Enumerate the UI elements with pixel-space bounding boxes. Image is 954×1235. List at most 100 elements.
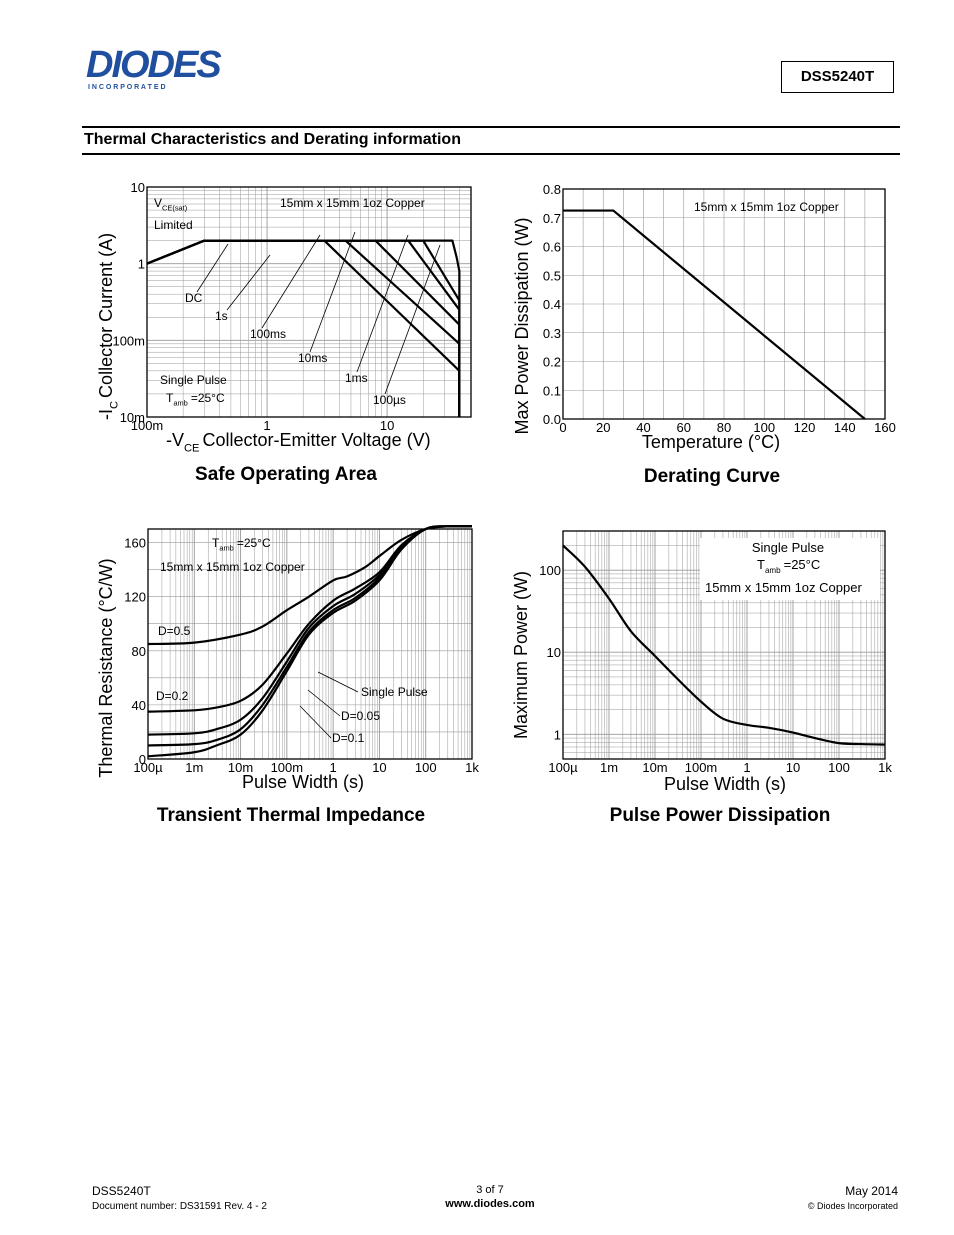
pulse-x-tick: 100 — [828, 760, 850, 775]
transient-x-tick: 1m — [185, 760, 203, 775]
soa-copper-label: 15mm x 15mm 1oz Copper — [280, 196, 425, 210]
derating-grid — [562, 188, 886, 420]
soa-series-label: 100ms — [250, 327, 286, 341]
soa-y-tick: 10 — [131, 180, 145, 195]
transient-chart: 100µ 1m 10m 100m 1 10 100 1k 0 40 80 120 160 Transien… — [96, 524, 479, 826]
pulse-x-tick: 100m — [685, 760, 718, 775]
derating-x-tick: 160 — [874, 420, 896, 435]
footer-left: DSS5240T Document number: DS31591 Rev. 4… — [92, 1184, 267, 1214]
section-rule-top — [82, 126, 900, 128]
derating-frame — [562, 188, 886, 420]
soa-leader — [226, 254, 271, 311]
transient-y-label: Thermal Resistance (°C/W) — [96, 558, 116, 777]
soa-series-label: 1s — [215, 309, 228, 323]
pulse-y-tick: 1 — [554, 727, 561, 742]
soa-vce-label: VCE(sat) — [154, 196, 188, 213]
derating-y-label: Max Power Dissipation (W) — [512, 217, 532, 434]
soa-frame — [146, 186, 472, 418]
pulse-series-0 — [562, 544, 886, 746]
pulse-y-tick: 10 — [547, 645, 561, 660]
soa-series-label: 10ms — [298, 351, 327, 365]
soa-x-label: -VCE Collector-Emitter Voltage (V) — [166, 430, 431, 454]
footer-right: May 2014 © Diodes Incorporated — [760, 1184, 898, 1214]
soa-y-tick: 1 — [138, 257, 145, 272]
transient-series-4 — [147, 524, 473, 758]
soa-series-label: DC — [185, 291, 203, 305]
pulse-x-tick: 100µ — [548, 760, 578, 775]
transient-leader — [299, 705, 332, 739]
transient-leader — [317, 671, 359, 693]
pulse-x-tick: 10m — [642, 760, 667, 775]
derating-title: Derating Curve — [644, 466, 780, 487]
soa-x-tick: 10 — [380, 418, 394, 433]
transient-d02-label: D=0.2 — [156, 689, 189, 703]
part-number-box: DSS5240T — [781, 61, 894, 93]
pulse-y-label: Maximum Power (W) — [511, 571, 531, 739]
derating-x-tick: 20 — [596, 420, 610, 435]
transient-d005-label: D=0.05 — [341, 709, 380, 723]
transient-x-tick: 10 — [372, 760, 386, 775]
transient-x-tick: 100µ — [133, 760, 163, 775]
transient-single-pulse-label: Single Pulse — [361, 685, 428, 699]
logo-subtext: I N C O R P O R A T E D — [88, 84, 166, 91]
soa-grid — [146, 187, 472, 418]
transient-x-tick: 1k — [465, 760, 479, 775]
pulse-x-tick: 10 — [786, 760, 800, 775]
soa-x-tick: 100m — [131, 418, 164, 433]
diodes-logo: DIODES I N C O R P O R A T E D — [86, 44, 223, 91]
transient-leader — [307, 689, 341, 717]
transient-y-tick: 40 — [132, 698, 146, 713]
footer-website[interactable]: www.diodes.com — [445, 1198, 535, 1210]
transient-grid — [147, 529, 472, 760]
transient-x-tick: 100 — [415, 760, 437, 775]
derating-y-tick: 0.2 — [543, 355, 561, 370]
transient-x-label: Pulse Width (s) — [242, 772, 364, 792]
derating-y-tick: 0.4 — [543, 297, 561, 312]
pulse-power-chart: 100µ 1m 10m 100m 1 10 100 1k 1 10 100 Pulse Power D… — [511, 530, 892, 826]
pulse-y-tick: 100 — [539, 563, 561, 578]
soa-y-tick: 10m — [120, 410, 145, 425]
pulse-x-tick: 1k — [878, 760, 892, 775]
pulse-copper-label: 15mm x 15mm 1oz Copper — [705, 580, 862, 595]
soa-series-label: 100µs — [373, 393, 406, 407]
soa-tamb-label: Tamb =25°C — [166, 391, 225, 408]
derating-x-label: Temperature (°C) — [642, 432, 780, 452]
transient-d05-label: D=0.5 — [158, 624, 191, 638]
derating-chart: 0 20 40 60 80 100 120 140 160 0.0 0.1 0.2 0.3 0.4 0.5 0… — [512, 182, 896, 487]
transient-x-tick: 1 — [330, 760, 337, 775]
footer-center: 3 of 7 www.diodes.com — [400, 1183, 580, 1211]
soa-limited-label: Limited — [154, 218, 193, 232]
soa-leader — [196, 243, 229, 293]
derating-y-tick: 0.5 — [543, 268, 561, 283]
transient-copper-label: 15mm x 15mm 1oz Copper — [160, 560, 305, 574]
pulse-title: Pulse Power Dissipation — [610, 805, 831, 826]
derating-x-tick: 0 — [559, 420, 566, 435]
pulse-single-label: Single Pulse — [752, 540, 824, 555]
section-title: Thermal Characteristics and Derating inf… — [84, 131, 461, 148]
transient-y-tick: 0 — [139, 752, 146, 767]
derating-x-tick: 120 — [794, 420, 816, 435]
soa-leader — [261, 234, 321, 329]
pulse-tamb-label: Tamb =25°C — [757, 557, 820, 575]
transient-x-tick: 10m — [228, 760, 253, 775]
section-rule-bottom — [82, 153, 900, 155]
transient-tamb-label: Tamb =25°C — [212, 536, 271, 553]
transient-d01-label: D=0.1 — [332, 731, 365, 745]
derating-y-tick: 0.8 — [543, 182, 561, 197]
soa-series-5 — [146, 239, 461, 417]
derating-x-tick: 100 — [753, 420, 775, 435]
transient-y-tick: 160 — [124, 536, 146, 551]
soa-series-label: 1ms — [345, 371, 368, 385]
soa-y-tick: 100m — [112, 333, 145, 348]
pulse-x-label: Pulse Width (s) — [664, 774, 786, 794]
pulse-x-tick: 1m — [600, 760, 618, 775]
derating-series-0 — [563, 209, 866, 420]
derating-y-tick: 0.3 — [543, 326, 561, 341]
pulse-frame — [562, 530, 886, 760]
logo-text: DIODES — [86, 44, 221, 86]
soa-leader — [309, 231, 356, 353]
soa-title: Safe Operating Area — [195, 464, 377, 485]
soa-single-pulse-label: Single Pulse — [160, 373, 227, 387]
